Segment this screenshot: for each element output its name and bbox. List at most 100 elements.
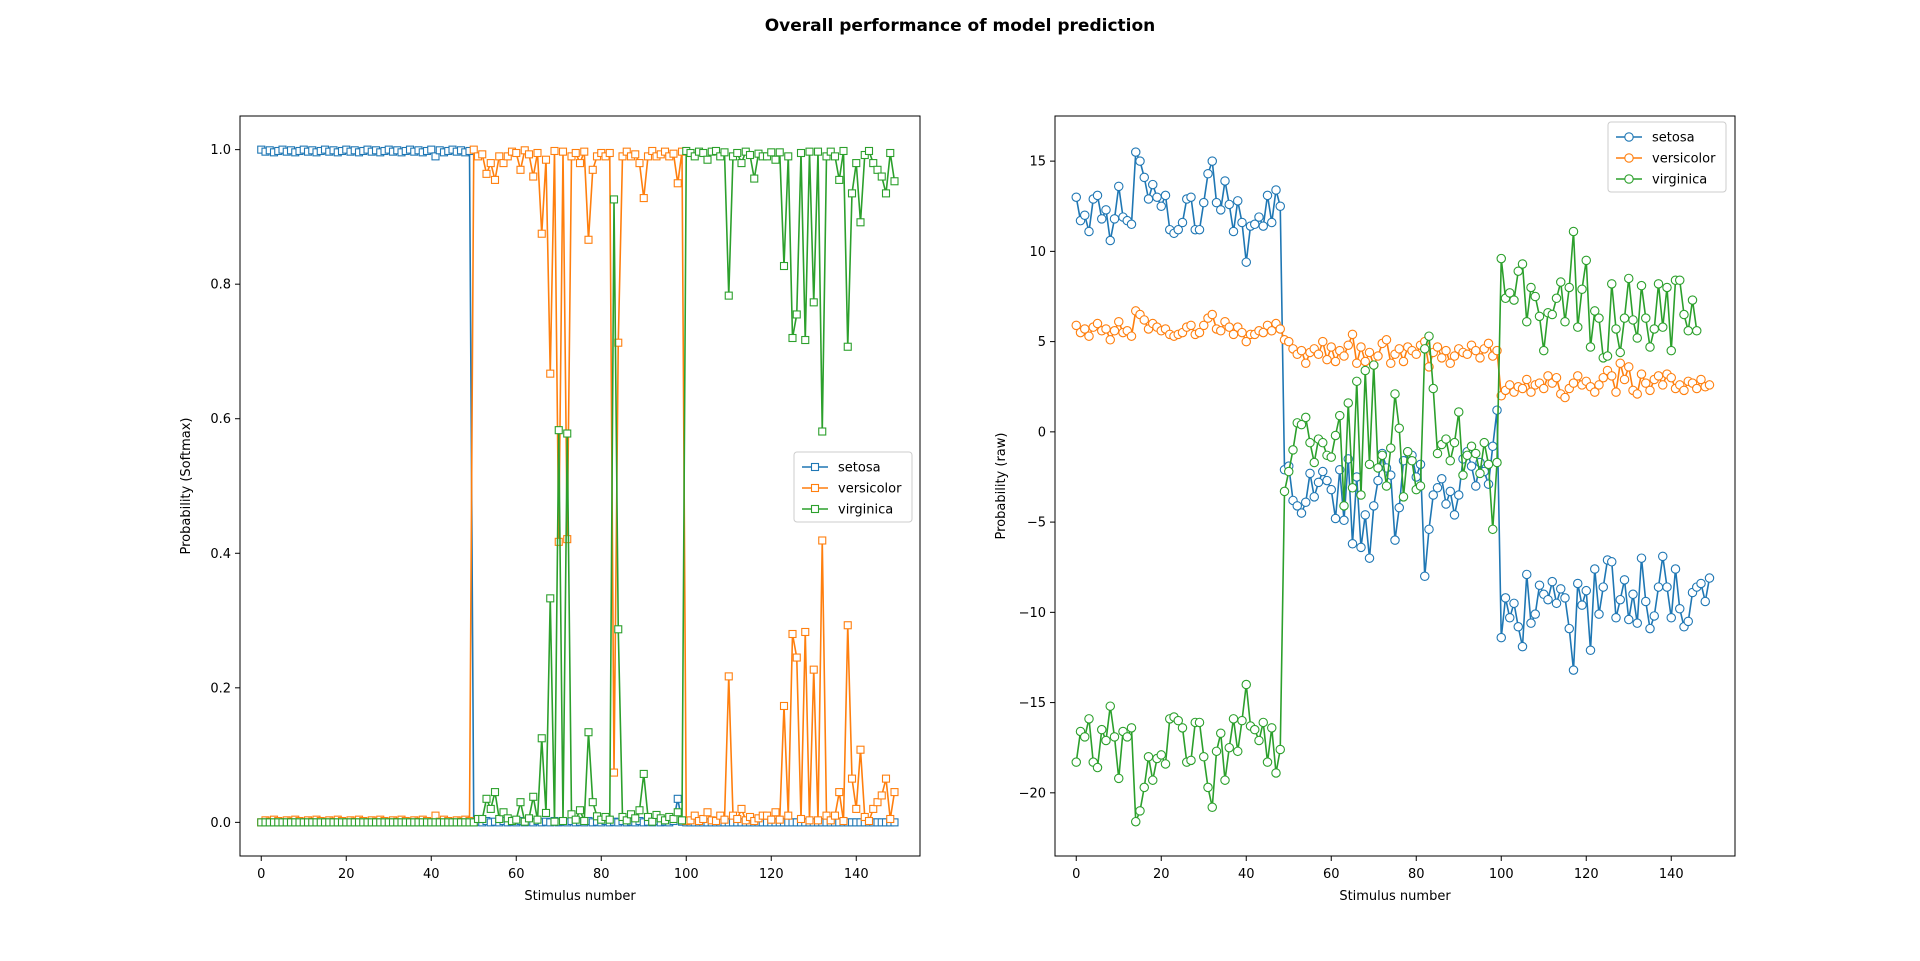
data-point xyxy=(1645,342,1655,352)
data-point xyxy=(788,629,797,639)
data-point xyxy=(1186,755,1196,766)
data-point xyxy=(1539,383,1549,394)
data-point xyxy=(1522,569,1532,580)
data-point xyxy=(673,808,682,817)
data-point xyxy=(609,768,619,777)
data-point xyxy=(1275,324,1286,334)
data-point xyxy=(1462,450,1473,461)
data-point xyxy=(805,147,814,156)
x-tick-label: 20 xyxy=(338,867,355,882)
data-point xyxy=(771,808,780,817)
data-point xyxy=(1437,474,1447,484)
data-point xyxy=(512,815,521,824)
data-point xyxy=(1114,773,1124,784)
data-point xyxy=(1445,358,1456,369)
data-point xyxy=(779,701,789,711)
data-point xyxy=(635,159,644,168)
x-tick-label: 100 xyxy=(674,867,699,882)
data-point xyxy=(1658,322,1668,332)
data-point xyxy=(1636,280,1647,291)
data-point xyxy=(1347,539,1358,549)
data-point xyxy=(1700,596,1711,607)
y-tick-label: −10 xyxy=(1019,606,1046,621)
data-point xyxy=(1203,169,1213,179)
data-point xyxy=(499,808,508,817)
legend-box xyxy=(793,451,913,523)
data-point xyxy=(801,627,810,637)
data-point xyxy=(839,816,848,826)
data-point xyxy=(1675,275,1685,285)
data-point xyxy=(1607,557,1617,567)
data-point xyxy=(1352,358,1362,369)
data-point xyxy=(711,146,721,156)
data-point xyxy=(1322,475,1332,486)
data-point xyxy=(881,774,891,783)
data-point xyxy=(1658,380,1668,390)
data-point xyxy=(1483,338,1494,349)
data-point xyxy=(1696,578,1706,589)
figure-title: Overall performance of model prediction xyxy=(764,16,1156,36)
data-point xyxy=(1207,156,1218,166)
data-point xyxy=(1628,315,1638,325)
data-point xyxy=(1131,147,1141,157)
data-point xyxy=(1339,351,1349,361)
data-point xyxy=(541,808,551,817)
data-point xyxy=(1305,468,1315,479)
data-point xyxy=(737,159,746,168)
data-point xyxy=(1347,483,1358,493)
data-point xyxy=(503,152,512,161)
data-point xyxy=(516,798,525,807)
data-point xyxy=(1284,336,1294,347)
data-point xyxy=(524,150,534,159)
data-point xyxy=(546,369,555,378)
data-point xyxy=(1352,376,1362,387)
data-point xyxy=(1186,320,1196,331)
plot-frame xyxy=(239,115,921,857)
data-point xyxy=(1326,342,1337,352)
legend-marker-virginica xyxy=(810,504,820,514)
data-point xyxy=(1619,374,1630,385)
data-point xyxy=(478,150,487,159)
data-point xyxy=(1420,571,1430,581)
data-point xyxy=(1211,746,1222,757)
data-point xyxy=(1254,735,1264,746)
data-point xyxy=(1573,578,1583,589)
data-point xyxy=(809,298,818,307)
data-point xyxy=(1394,344,1405,354)
data-point xyxy=(1109,214,1120,224)
data-point xyxy=(699,814,708,824)
data-point xyxy=(648,817,657,826)
data-point xyxy=(584,728,593,737)
data-point xyxy=(1547,309,1558,320)
data-point xyxy=(1126,331,1137,341)
data-point xyxy=(631,150,640,159)
data-point xyxy=(1109,326,1120,336)
data-point xyxy=(1547,576,1558,587)
data-point xyxy=(856,218,865,227)
data-point xyxy=(1530,609,1541,619)
data-point xyxy=(558,816,568,826)
data-point xyxy=(1139,315,1150,325)
data-point xyxy=(1530,291,1541,302)
data-point xyxy=(1386,358,1396,369)
data-point xyxy=(1505,613,1515,623)
data-point xyxy=(1598,582,1609,592)
data-point xyxy=(1632,389,1643,399)
data-point xyxy=(1301,358,1311,369)
data-point xyxy=(703,155,712,164)
data-point xyxy=(478,814,487,824)
data-point xyxy=(1199,751,1209,762)
x-tick-label: 60 xyxy=(508,867,525,882)
data-point xyxy=(1517,259,1528,269)
data-point xyxy=(1254,212,1264,222)
data-point xyxy=(1466,441,1477,452)
data-point xyxy=(775,148,784,157)
data-point xyxy=(1679,309,1689,320)
data-point xyxy=(1488,524,1498,535)
data-point xyxy=(1228,714,1239,724)
data-point xyxy=(869,159,878,168)
data-point xyxy=(877,172,886,181)
data-point xyxy=(1084,226,1094,237)
data-point xyxy=(1636,369,1647,379)
